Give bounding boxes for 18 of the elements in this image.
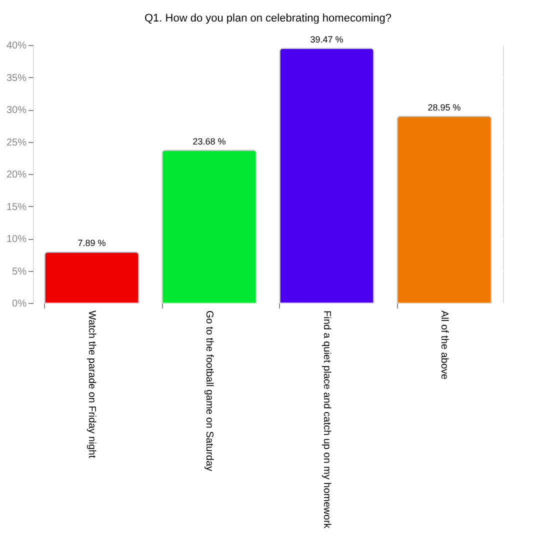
y-tick-label: 40%	[6, 40, 27, 52]
y-tick-label: 15%	[6, 202, 27, 213]
y-tick-label: 20%	[6, 170, 27, 180]
y-tick-label: 10%	[6, 234, 27, 245]
y-tick-label: 35%	[6, 72, 27, 84]
x-tick-label: Watch the parade on Friday night	[86, 310, 97, 458]
data-label: 28.95 %	[428, 102, 461, 112]
x-tick-label: Find a quiet place and catch up on my homework	[320, 310, 332, 530]
y-tick-label: 0%	[12, 298, 27, 310]
data-label: 39.47 %	[310, 34, 344, 44]
x-tick-label: All of the above	[438, 310, 450, 380]
y-tick-label: 30%	[6, 105, 27, 116]
data-label: 7.89 %	[78, 238, 106, 248]
x-tick-label: Go to the football game on Saturday	[203, 310, 214, 472]
chart-title: Q1. How do you plan on celebrating homecoming?	[144, 12, 392, 24]
y-tick-label: 25%	[6, 137, 27, 148]
data-label: 23.68 %	[192, 136, 226, 146]
y-tick-label: 5%	[12, 266, 27, 278]
